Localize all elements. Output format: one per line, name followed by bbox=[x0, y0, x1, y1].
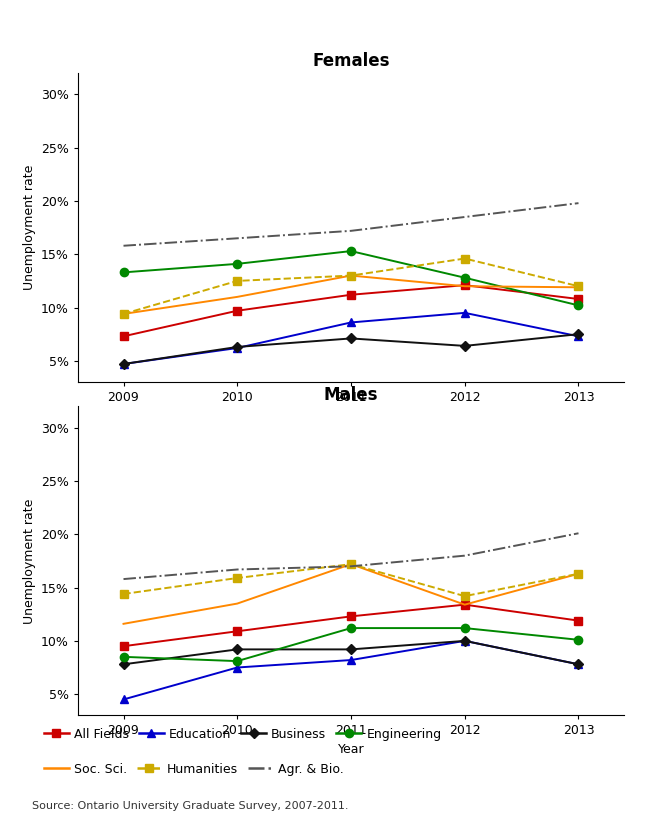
X-axis label: Year: Year bbox=[338, 743, 364, 756]
Legend: Soc. Sci., Humanities, Agr. & Bio.: Soc. Sci., Humanities, Agr. & Bio. bbox=[39, 758, 349, 780]
Title: Females: Females bbox=[312, 52, 390, 70]
Text: Source: Ontario University Graduate Survey, 2007-2011.: Source: Ontario University Graduate Surv… bbox=[32, 801, 349, 811]
X-axis label: Year: Year bbox=[338, 410, 364, 423]
Y-axis label: Unemployment rate: Unemployment rate bbox=[23, 498, 36, 624]
Title: Males: Males bbox=[324, 385, 378, 403]
Y-axis label: Unemployment rate: Unemployment rate bbox=[23, 165, 36, 290]
Legend: All Fields, Education, Business, Engineering: All Fields, Education, Business, Enginee… bbox=[39, 723, 447, 746]
